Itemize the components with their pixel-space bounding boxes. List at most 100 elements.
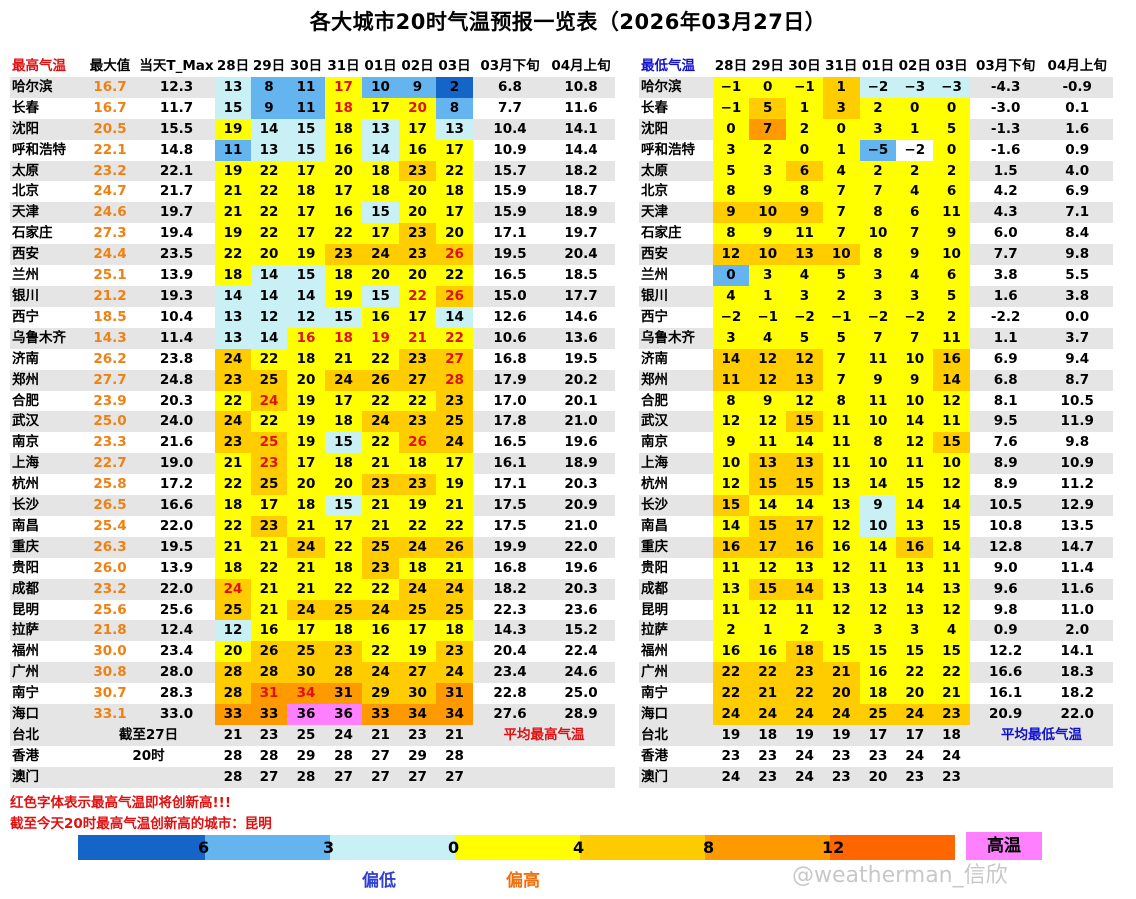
forecast-high-cell: 18: [325, 453, 362, 475]
city-name: 海口: [10, 704, 82, 725]
forecast-high-cell: 17: [325, 181, 362, 203]
forecast-high-cell: 27: [399, 662, 436, 684]
avg-late-march: -3.0: [969, 97, 1042, 119]
avg-late-march: 19.9: [473, 536, 547, 558]
forecast-low-cell: 9: [933, 223, 970, 245]
forecast-high-cell: 28: [215, 745, 251, 767]
min-table-header: 最低气温 28日 29日 30日 31日 01日 02日 03日 03月下旬 04月上旬: [639, 56, 1113, 77]
max-table-row: 南京 23.3 21.6 23 25 19 15 22 26 24 16.5 19.6: [10, 432, 615, 454]
forecast-low-cell: 18: [933, 725, 970, 746]
avg-late-march: 10.8: [969, 515, 1042, 537]
forecast-low-cell: 11: [933, 557, 970, 579]
forecast-low-cell: 24: [749, 704, 787, 725]
forecast-high-cell: 22: [362, 578, 399, 600]
record-max: 26.0: [82, 557, 138, 579]
forecast-low-cell: 12: [749, 411, 787, 433]
forecast-low-cell: 18: [859, 683, 897, 705]
forecast-high-cell: 18: [325, 327, 362, 349]
forecast-high-cell: 19: [362, 327, 399, 349]
forecast-high-cell: 25: [362, 536, 399, 558]
min-header-cell: 03月下旬: [969, 56, 1042, 77]
forecast-high-cell: 16: [399, 139, 436, 161]
city-name: 南昌: [639, 515, 713, 537]
forecast-low-cell: 14: [786, 495, 823, 516]
city-name: 呼和浩特: [10, 139, 82, 161]
forecast-low-cell: 16: [933, 348, 970, 370]
forecast-low-cell: 15: [896, 641, 934, 663]
forecast-high-cell: 18: [215, 265, 251, 286]
forecast-low-cell: 7: [822, 223, 860, 245]
forecast-low-cell: 20: [859, 766, 897, 788]
max-header-cell: 04月上旬: [547, 56, 615, 77]
legend-tick-4: 4: [573, 838, 585, 857]
forecast-low-cell: 19: [712, 725, 750, 746]
forecast-low-cell: 3: [712, 139, 750, 161]
forecast-high-cell: 20: [215, 641, 251, 663]
forecast-high-cell: 11: [215, 139, 251, 161]
forecast-low-cell: 17: [786, 515, 823, 537]
forecast-low-cell: 23: [822, 766, 860, 788]
avg-early-april: 11.6: [547, 97, 615, 119]
avg-late-march: 8.9: [969, 453, 1042, 475]
avg-late-march: 17.0: [473, 390, 547, 412]
forecast-low-cell: 2: [786, 620, 823, 642]
min-table-row: 乌鲁木齐 3 4 5 5 7 7 11 1.1 3.7: [639, 327, 1113, 349]
forecast-low-cell: 3: [859, 265, 897, 286]
forecast-high-cell: 27: [399, 369, 436, 391]
city-name: 拉萨: [639, 620, 713, 642]
forecast-low-cell: 11: [859, 348, 897, 370]
city-name: 乌鲁木齐: [10, 327, 82, 349]
forecast-low-cell: 18: [749, 725, 787, 746]
max-table-row: 武汉 25.0 24.0 24 22 19 18 24 23 25 17.8 21.0: [10, 411, 615, 433]
forecast-high-cell: 13: [215, 327, 251, 349]
avg-early-april: 9.4: [1041, 348, 1113, 370]
avg-early-april: 11.9: [1041, 411, 1113, 433]
avg-late-march: 17.1: [473, 223, 547, 245]
avg-late-march: 12.2: [969, 641, 1042, 663]
avg-early-april: 12.9: [1041, 495, 1113, 516]
forecast-high-cell: 18: [287, 181, 325, 203]
avg-late-march: 22.8: [473, 683, 547, 705]
min-table-row: 长沙 15 14 14 13 9 14 14 10.5 12.9: [639, 495, 1113, 516]
avg-early-april: 18.9: [547, 453, 615, 475]
legend-seg-0to4: [455, 835, 580, 860]
forecast-high-cell: 14: [251, 327, 287, 349]
min-table-row: 南宁 22 21 22 20 18 20 21 16.1 18.2: [639, 683, 1113, 705]
forecast-low-cell: 24: [712, 766, 750, 788]
city-name: 济南: [639, 348, 713, 370]
avg-late-march: 9.6: [969, 578, 1042, 600]
forecast-low-cell: 5: [749, 97, 787, 119]
forecast-low-cell: 15: [933, 432, 970, 454]
min-table-row: 太原 5 3 6 4 2 2 2 1.5 4.0: [639, 160, 1113, 182]
min-header-cell: 01日: [859, 56, 897, 77]
city-name: 西宁: [639, 306, 713, 328]
city-name: 拉萨: [10, 620, 82, 642]
forecast-high-cell: 24: [436, 432, 473, 454]
forecast-low-cell: 22: [933, 662, 970, 684]
forecast-high-cell: 27: [362, 766, 399, 788]
forecast-high-cell: 25: [215, 599, 251, 621]
min-table-row: 长春 −1 5 1 3 2 0 0 -3.0 0.1: [639, 97, 1113, 119]
avg-early-april: 10.9: [1041, 453, 1113, 475]
forecast-high-cell: 21: [251, 536, 287, 558]
forecast-low-cell: 2: [712, 620, 750, 642]
forecast-high-cell: 19: [436, 474, 473, 496]
forecast-low-cell: 1: [786, 97, 823, 119]
forecast-low-cell: 13: [786, 244, 823, 266]
cutoff-note: 截至27日: [82, 725, 215, 746]
forecast-low-cell: −2: [786, 306, 823, 328]
forecast-low-cell: 13: [896, 557, 934, 579]
forecast-low-cell: 10: [933, 244, 970, 266]
avg-early-april: 20.3: [547, 578, 615, 600]
forecast-low-cell: 3: [786, 285, 823, 307]
avg-early-april: 23.6: [547, 599, 615, 621]
forecast-low-cell: 0: [712, 265, 750, 286]
avg-early-april: 19.5: [547, 348, 615, 370]
city-name: 成都: [639, 578, 713, 600]
city-name: 南京: [10, 432, 82, 454]
max-table-row: 郑州 27.7 24.8 23 25 20 24 26 27 28 17.9 20.2: [10, 369, 615, 391]
forecast-low-cell: 12: [749, 369, 787, 391]
record-max: 23.2: [82, 160, 138, 182]
min-table-row: 成都 13 15 14 13 13 14 13 9.6 11.6: [639, 578, 1113, 600]
forecast-low-cell: 7: [822, 202, 860, 224]
